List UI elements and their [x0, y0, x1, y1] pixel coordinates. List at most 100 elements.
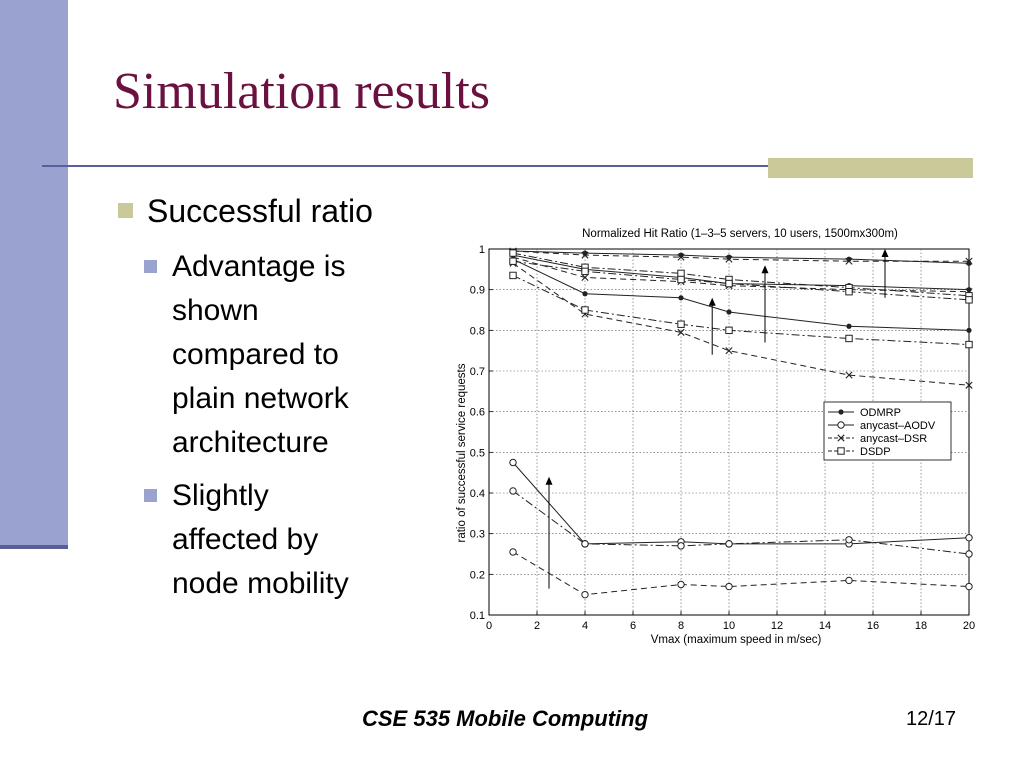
data-point [509, 487, 517, 495]
data-point [725, 540, 733, 548]
sub-bullet-line: Slightly [172, 479, 269, 512]
data-point [582, 291, 588, 297]
slide-title: Simulation results [113, 63, 490, 120]
y-tick-label: 0.7 [470, 366, 485, 378]
data-point [845, 257, 853, 265]
series-line [512, 256, 970, 293]
series-line [512, 254, 970, 291]
left-accent-bar [0, 0, 68, 545]
sub-bullet-line: compared to [172, 338, 339, 371]
series-line [512, 490, 970, 555]
data-point [677, 253, 685, 261]
data-point [845, 371, 853, 379]
bullet-square-icon [144, 489, 157, 502]
data-point [845, 334, 853, 343]
data-point [677, 580, 685, 589]
title-accent-block [768, 158, 973, 178]
data-point [677, 269, 685, 278]
series-line [512, 258, 970, 331]
series-line [512, 462, 970, 545]
legend-label: anycast–DSR [860, 433, 927, 445]
data-point [725, 347, 733, 355]
x-tick-label: 20 [963, 620, 975, 632]
sub-bullet-advantage: Advantage is shown compared to plain net… [144, 245, 349, 465]
legend-label: ODMRP [860, 407, 901, 419]
x-tick-label: 18 [915, 620, 927, 632]
data-point [509, 548, 517, 556]
x-tick-label: 16 [867, 620, 879, 632]
data-point [509, 458, 517, 467]
data-point [965, 550, 973, 558]
x-tick-label: 8 [678, 620, 684, 632]
page-number: 12/17 [906, 708, 957, 730]
series-line [512, 262, 970, 386]
arrow-head [881, 249, 889, 257]
y-tick-label: 0.4 [470, 488, 485, 500]
x-tick-label: 12 [771, 620, 783, 632]
data-point [965, 296, 973, 304]
trend-arrows [545, 249, 889, 589]
bullet-square-icon [144, 260, 157, 273]
arrow-head [708, 297, 716, 306]
sub-bullet-line: node mobility [172, 567, 349, 600]
data-point [965, 340, 973, 349]
bullet-text: Successful ratio [147, 193, 373, 229]
series-line [512, 250, 969, 262]
y-tick-label: 1 [479, 244, 485, 256]
data-point [837, 434, 845, 442]
data-point [677, 328, 685, 336]
series-line [512, 252, 970, 297]
data-point [965, 257, 973, 265]
data-point [581, 273, 589, 282]
y-tick-label: 0.3 [470, 529, 485, 541]
arrow-head [761, 265, 769, 274]
data-point [581, 540, 589, 548]
y-tick-label: 0.9 [470, 285, 485, 297]
x-tick-label: 14 [819, 620, 831, 632]
data-point [845, 288, 853, 296]
data-point [845, 536, 853, 544]
data-point [725, 279, 733, 288]
sub-bullet-line: shown [172, 294, 259, 327]
data-point [677, 275, 685, 284]
chart-xlabel: Vmax (maximum speed in m/sec) [651, 634, 822, 646]
y-tick-label: 0.2 [470, 569, 485, 581]
data-point [725, 326, 733, 335]
y-tick-label: 0.6 [470, 407, 485, 419]
series-line [512, 260, 970, 301]
data-point [677, 542, 685, 550]
legend-label: DSDP [860, 446, 891, 458]
data-point [837, 447, 845, 455]
y-tick-label: 0.5 [470, 447, 485, 459]
series-line [512, 274, 970, 346]
data-point [966, 327, 972, 333]
sub-bullet-line: Advantage is [172, 250, 346, 283]
data-point [581, 267, 589, 276]
series-line [512, 551, 970, 596]
bullet-square-icon [118, 203, 133, 218]
x-tick-label: 4 [582, 620, 588, 632]
x-tick-label: 6 [630, 620, 636, 632]
legend-label: anycast–AODV [860, 420, 936, 432]
data-point [965, 381, 973, 389]
hit-ratio-chart: Normalized Hit Ratio (1–3–5 servers, 10 … [456, 228, 975, 646]
title-divider [42, 165, 972, 167]
data-point [581, 590, 589, 599]
y-tick-label: 0.1 [470, 610, 485, 622]
data-point [837, 421, 845, 429]
data-point [965, 582, 973, 591]
data-point [965, 534, 973, 542]
sub-bullet-mobility: Slightly affected by node mobility [144, 474, 349, 606]
arrow-head [545, 476, 553, 485]
data-point [509, 249, 517, 257]
sub-bullet-line: affected by [172, 523, 319, 556]
series-line [512, 250, 970, 264]
data-point [678, 295, 684, 301]
data-point [581, 306, 589, 314]
x-tick-label: 10 [723, 620, 735, 632]
sub-bullet-line: architecture [172, 426, 329, 459]
data-point [509, 257, 517, 265]
data-point [845, 576, 853, 585]
chart-title: Normalized Hit Ratio (1–3–5 servers, 10 … [582, 228, 898, 240]
